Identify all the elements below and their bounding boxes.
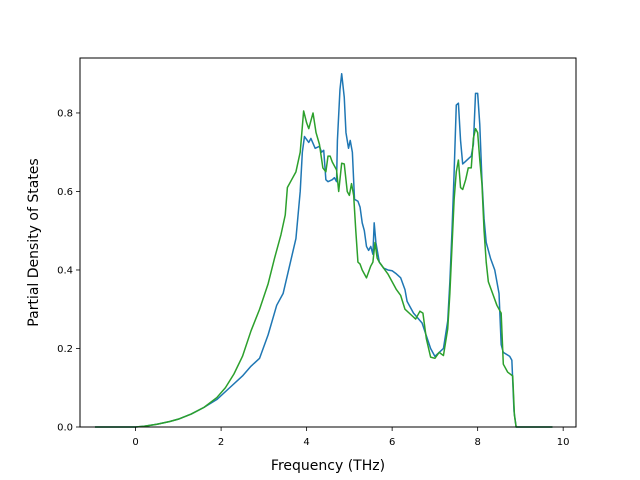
x-axis-label: Frequency (THz) (271, 458, 385, 474)
x-tick-label: 4 (303, 437, 309, 448)
axes-frame (79, 57, 577, 428)
series-line-1 (94, 72, 553, 428)
y-tick-label: 0.6 (57, 187, 73, 198)
ticks-layer: 0 2 4 6 8 10 0.0 0.2 0.4 0.6 0.8 (57, 108, 569, 448)
y-tick-label: 0.8 (57, 108, 73, 119)
y-axis-label: Partial Density of States (26, 158, 42, 326)
x-tick-label: 10 (557, 437, 570, 448)
y-tick-label: 0.2 (57, 344, 73, 355)
x-tick-label: 8 (474, 437, 480, 448)
x-tick-label: 0 (132, 437, 138, 448)
y-tick-label: 0.0 (57, 423, 73, 434)
y-tick-label: 0.4 (57, 265, 73, 276)
x-tick-label: 2 (218, 437, 224, 448)
series-layer (94, 72, 553, 428)
x-tick-label: 6 (389, 437, 395, 448)
series-line-2 (94, 110, 553, 428)
